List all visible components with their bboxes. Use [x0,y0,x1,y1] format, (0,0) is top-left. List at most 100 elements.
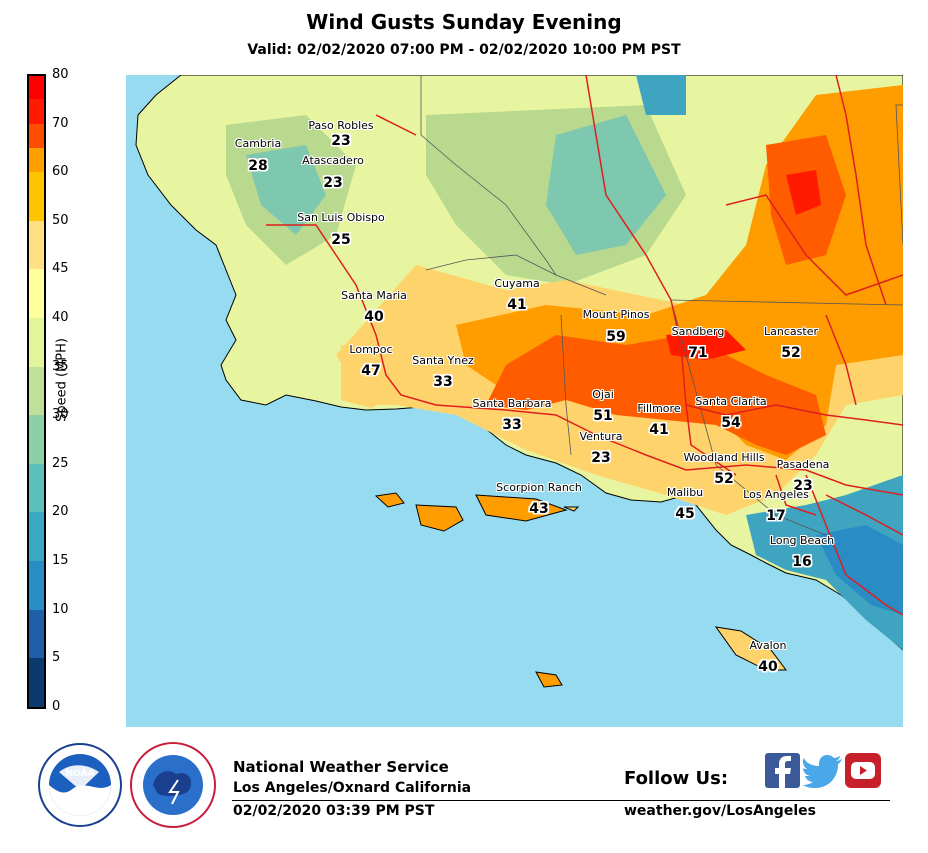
coastal-teal-area [246,145,326,235]
footer-office-name: Los Angeles/Oxnard California [233,780,472,796]
station-name: Fillmore [637,402,681,415]
legend-tick-label: 0 [52,699,61,714]
county-borders [420,75,903,536]
station-name: Santa Ynez [412,354,474,367]
legend-colorbar [27,74,46,709]
legend-tick-label: 25 [52,456,69,471]
station-gust-value: 71 [688,345,708,361]
legend-tick-label: 40 [52,310,69,325]
legend-tick-label: 35 [52,359,69,374]
station-name: Malibu [666,486,704,499]
station-gust-value: 45 [675,506,695,522]
legend-tick-label: 10 [52,602,69,617]
legend-tick-label: 70 [52,116,69,131]
station-name: Mount Pinos [582,308,650,321]
station-gust-value: 25 [331,232,351,248]
anacapa-island [563,506,580,512]
legend-tick-label: 80 [52,67,69,82]
station-name: Santa Clarita [695,395,767,408]
legend-band [28,269,45,318]
legend-band [28,561,45,610]
station-gust-value: 23 [591,450,611,466]
footer-divider [232,800,890,801]
twitter-icon[interactable] [803,755,843,788]
station-gust-value: 43 [529,501,549,517]
legend-band [28,172,45,221]
station-gust-value: 40 [364,309,384,325]
valid-time: Valid: 02/02/2020 07:00 PM - 02/02/2020 … [247,42,681,58]
legend-band [28,415,45,464]
station-gust-value: 47 [361,363,381,379]
station-gust-value: 33 [502,417,522,433]
highways [266,75,903,616]
station-name: Avalon [749,639,787,652]
legend-band [28,610,45,658]
extreme-gust-ridge [666,330,746,360]
website-link[interactable]: weather.gov/LosAngeles [624,803,816,819]
station-name: Woodland Hills [683,451,765,464]
station-gust-value: 16 [792,554,812,570]
station-gust-value: 52 [781,345,801,361]
station-name: Ojai [592,388,614,401]
facebook-icon[interactable] [765,753,800,788]
legend-tick-label: 30 [52,407,69,422]
catalina-island [714,626,787,671]
station-gust-value: 23 [793,478,813,494]
youtube-icon[interactable] [845,753,881,788]
legend-tick-label: 5 [52,650,61,665]
legend-band [28,124,45,148]
station-gust-value: 33 [433,374,453,390]
station-name: Scorpion Ranch [496,481,582,494]
legend-tick-label: 15 [52,553,69,568]
station-name: Sandberg [671,325,725,338]
legend-tick-label: 60 [52,164,69,179]
nws-logo [130,742,216,828]
wind-gust-map[interactable] [126,75,903,727]
station-gust-value: 28 [248,158,268,174]
station-name: Cuyama [494,277,540,290]
station-gust-value: 52 [714,471,734,487]
station-gust-value: 41 [507,297,527,313]
station-gust-value: 23 [323,175,343,191]
noaa-logo: NOAA [38,743,122,827]
station-name: Santa Barbara [472,397,552,410]
station-name: Long Beach [769,534,835,547]
footer-org-name: National Weather Service [233,758,449,776]
station-name: Paso Robles [308,119,374,132]
blue-area [636,75,686,115]
legend-band [28,367,45,415]
legend-band [28,221,45,269]
station-gust-value: 41 [649,422,669,438]
la-basin-lower-gust [816,525,903,615]
station-gust-value: 23 [331,133,351,149]
legend-band [28,464,45,512]
station-name: San Luis Obispo [297,211,385,224]
station-gust-value: 40 [758,659,778,675]
station-name: Los Angeles [743,488,809,501]
svg-text:NOAA: NOAA [66,769,95,779]
station-gust-value: 59 [606,329,626,345]
legend-band [28,658,45,707]
station-name: Lancaster [764,325,818,338]
strong-gust-area [486,335,826,455]
station-name: Pasadena [776,458,830,471]
legend-band [28,512,45,561]
legend-tick-label: 50 [52,213,69,228]
station-name: Cambria [234,137,282,150]
footer-issued-date: 02/02/2020 03:39 PM PST [233,803,435,819]
legend-band [28,318,45,367]
station-name: Lompoc [349,343,393,356]
map-title: Wind Gusts Sunday Evening [306,10,622,34]
station-gust-value: 54 [721,415,741,431]
follow-us-label: Follow Us: [624,768,729,789]
santa-cruz-island [475,494,568,522]
santa-rosa-island [415,504,464,532]
san-miguel-island [374,492,405,508]
station-gust-value: 17 [766,508,786,524]
station-name: Santa Maria [341,289,407,302]
station-name: Atascadero [302,154,364,167]
legend-tick-label: 20 [52,504,69,519]
santa-barbara-island [535,671,563,688]
station-name: Ventura [579,430,623,443]
extreme-gust-core [786,170,821,215]
